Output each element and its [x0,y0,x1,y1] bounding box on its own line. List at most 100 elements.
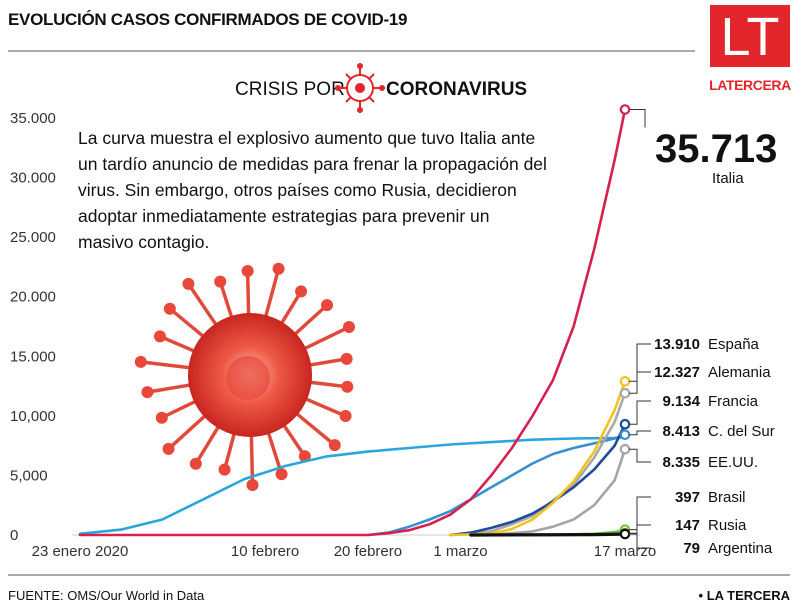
series-group [78,108,627,537]
virus-spike [194,420,224,466]
series-value-label: 79 [683,540,700,557]
footer-brand: • LA TERCERA [699,588,791,603]
series-name-label: EE.UU. [708,454,758,471]
y-tick-label: 5,000 [10,467,48,484]
x-tick-label: 10 febrero [231,543,299,560]
y-tick-label: 0 [10,527,18,544]
virus-spikes [134,262,355,491]
crisis-topic: CORONAVIRUS [386,79,527,100]
virus-spike [166,410,212,451]
la-tercera-logo: LT LATERCERA [709,5,792,93]
end-markers [619,104,631,540]
series-line-c-del-sur [366,433,627,537]
end-marker-argentina [619,528,631,540]
virus-spike [302,379,350,389]
annotation-line-4: adoptar inmediatamente estrategias para … [78,206,490,226]
virus-spike [145,382,198,394]
series-value-label: 12.327 [654,364,700,381]
virus-spike [298,394,348,418]
virus-spike [168,306,210,342]
virus-spike-tip [321,299,334,312]
virus-spike [222,426,238,472]
virus-spike [279,418,307,458]
virus-spike [302,357,349,368]
series-name-label: Alemania [708,364,771,381]
annotation-line-5: masivo contagio. [78,232,209,252]
virus-spike [264,425,284,476]
x-tick-label: 20 febrero [334,543,402,560]
virus-spike-tip [189,457,202,470]
virus-spike [218,279,236,325]
logo-box [710,5,790,67]
series-line-argentina [469,532,627,537]
series-value-label: 9.134 [662,393,700,410]
virus-spike-tip [182,277,195,290]
crisis-label: CRISIS POR [235,79,345,100]
virus-spike-tip [218,463,231,476]
virus-icon [335,63,385,113]
series-value-label: 13.910 [654,336,700,353]
logo-name: LATERCERA [709,77,791,93]
highlight-country: Italia [712,170,744,187]
virus-spike-tip [342,321,355,334]
y-tick-label: 20.000 [10,289,56,306]
virus-spike [262,267,281,324]
annotation-line-3: virus. Sin embargo, otros países como Ru… [78,180,517,200]
virus-spike [139,360,198,371]
virus-spike-tip [339,410,352,423]
virus-spike [288,303,329,340]
series-value-label: 147 [675,517,700,534]
leader-line-ee-uu [629,448,651,463]
series-line-espana [448,380,627,537]
virus-spike [297,325,351,353]
y-tick-label: 10,000 [10,408,56,425]
end-marker-italia [619,104,631,115]
highlight-value: 35.713 [655,127,777,171]
series-name-label: Rusia [708,517,747,534]
y-tick-label: 30.000 [10,170,56,187]
annotation-line-1: La curva muestra el explosivo aumento qu… [78,128,535,148]
virus-spike [245,269,251,322]
annotation-line-2: un tardío anuncio de medidas para frenar… [78,154,547,174]
leader-line-brasil [629,496,651,531]
virus-spike [160,397,203,420]
virus-spike [276,289,303,330]
series-line-francia [448,422,627,537]
series-name-label: Brasil [708,489,746,506]
virus-spike-tip [295,285,308,298]
end-marker-francia [619,418,631,430]
virus-spike [290,408,337,447]
end-marker-ee-uu [619,443,631,455]
series-name-label: Francia [708,393,759,410]
virus-spike-tip [162,442,175,455]
series-line-ee-uu [490,447,627,537]
logo-letters: LT [720,7,779,67]
x-axis: 23 enero 2020 10 febrero 20 febrero 1 marzo… [32,543,657,560]
x-tick-label: 1 marzo [433,543,487,560]
y-axis: 0 5,000 10,000 15.000 20.000 25.000 30.000 35.0… [10,110,56,544]
leader-line-argentina [629,533,651,549]
end-marker-c-del-sur [619,429,631,441]
x-tick-label: 17 marzo [594,543,657,560]
virus-core [226,356,270,400]
y-tick-label: 35.000 [10,110,56,127]
y-tick-label: 25.000 [10,229,56,246]
x-tick-label: 23 enero 2020 [32,543,129,560]
annotation-text: La curva muestra el explosivo aumento qu… [78,128,547,252]
leader-line-italia [630,109,646,128]
crisis-badge: CRISIS POR CORONAVIRUS [235,63,527,113]
series-value-label: 8.413 [662,423,700,440]
virus-spike-tip [153,330,166,343]
series-line-italia [78,108,627,537]
series-value-label: 397 [675,489,700,506]
end-marker-alemania [619,387,631,399]
series-name-label: Argentina [708,540,773,557]
series-labels: 13.910 España 12.327 Alemania 9.134 Francia 8.… [629,109,775,557]
virus-spike-tip [275,468,288,481]
virus-spike-tip [246,478,259,491]
virus-spike-tip [328,439,341,452]
virus-spike-tip [141,386,154,399]
virus-spike-tip [134,355,147,368]
virus-spike-tip [298,450,311,463]
